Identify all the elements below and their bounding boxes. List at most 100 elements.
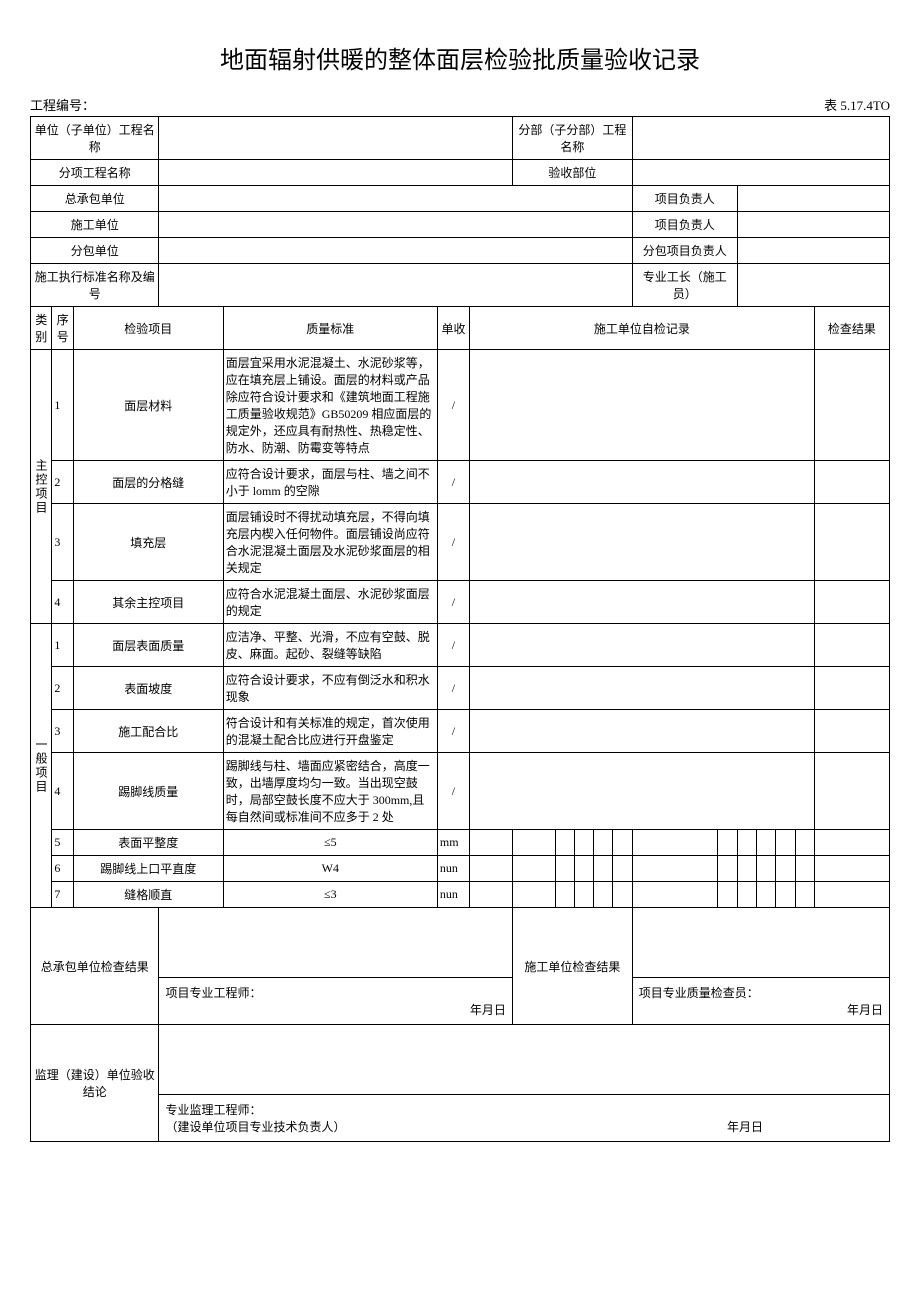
col-standard: 质量标准 <box>223 307 437 350</box>
label-construction-check: 施工单位检查结果 <box>512 908 632 1025</box>
gen-4-seq: 4 <box>52 753 73 830</box>
gen-7-c7 <box>632 882 718 908</box>
main-4-standard: 应符合水泥混凝土面层、水泥砂浆面层的规定 <box>223 581 437 624</box>
main-4-check <box>470 581 815 624</box>
label-unit-project: 单位（子单位）工程名称 <box>31 117 159 160</box>
gen-7-c2 <box>512 882 555 908</box>
main-row-2: 2 面层的分格缝 应符合设计要求，面层与柱、墙之间不小于 lomm 的空隙 / <box>31 461 890 504</box>
gen-2-standard: 应符合设计要求，不应有倒泛水和积水现象 <box>223 667 437 710</box>
gen-7-c4 <box>574 882 593 908</box>
row-unit-project: 单位（子单位）工程名称 分部（子分部）工程名称 <box>31 117 890 160</box>
gen-7-c9 <box>737 882 756 908</box>
main-1-result <box>814 350 889 461</box>
gen-5-seq: 5 <box>52 830 73 856</box>
gen-row-6: 6 踢脚线上口平直度 W4 nun <box>31 856 890 882</box>
gen-5-c11 <box>776 830 795 856</box>
gen-3-check <box>470 710 815 753</box>
gen-7-c11 <box>776 882 795 908</box>
main-1-item: 面层材料 <box>73 350 223 461</box>
gen-7-c1 <box>470 882 513 908</box>
sig-row-1: 总承包单位检查结果 施工单位检查结果 <box>31 908 890 978</box>
gen-1-result <box>814 624 889 667</box>
header-meta-row: 工程编号： 表 5.17.4TO <box>30 95 890 114</box>
row-standard: 施工执行标准名称及编号 专业工长（施工员） <box>31 264 890 307</box>
owner-tech-leader: （建设单位项目专业技术负责人） <box>165 1118 345 1135</box>
sig-row-4: 专业监理工程师： （建设单位项目专业技术负责人） 年月日 <box>31 1095 890 1142</box>
gen-5-result <box>814 830 889 856</box>
gen-4-unit: / <box>437 753 469 830</box>
main-1-unit: / <box>437 350 469 461</box>
value-pl2 <box>737 212 889 238</box>
col-category: 类别 <box>31 307 52 350</box>
gen-6-c2 <box>512 856 555 882</box>
gen-6-c10 <box>756 856 775 882</box>
gen-4-standard: 踢脚线与柱、墙面应紧密结合，高度一致，出墙厚度均匀一致。当出现空鼓时，局部空鼓长… <box>223 753 437 830</box>
gen-6-c8 <box>718 856 737 882</box>
row-general-contractor: 总承包单位 项目负责人 <box>31 186 890 212</box>
label-supervision: 监理（建设）单位验收结论 <box>31 1025 159 1142</box>
gen-3-item: 施工配合比 <box>73 710 223 753</box>
main-1-check <box>470 350 815 461</box>
label-contractor-check: 总承包单位检查结果 <box>31 908 159 1025</box>
col-item: 检验项目 <box>73 307 223 350</box>
value-foreman <box>737 264 889 307</box>
engineer-sig: 项目专业工程师： 年月日 <box>159 978 512 1025</box>
col-result: 检查结果 <box>814 307 889 350</box>
value-pl1 <box>737 186 889 212</box>
inspector-date: 年月日 <box>639 1001 883 1018</box>
label-pl2: 项目负责人 <box>632 212 737 238</box>
main-2-result <box>814 461 889 504</box>
main-2-item: 面层的分格缝 <box>73 461 223 504</box>
gen-3-standard: 符合设计和有关标准的规定，首次使用的混凝土配合比应进行开盘鉴定 <box>223 710 437 753</box>
gen-5-c1 <box>470 830 513 856</box>
gen-5-c12 <box>795 830 814 856</box>
gen-6-result <box>814 856 889 882</box>
main-3-seq: 3 <box>52 504 73 581</box>
row-construction-unit: 施工单位 项目负责人 <box>31 212 890 238</box>
label-sub: 分包单位 <box>31 238 159 264</box>
gen-6-c11 <box>776 856 795 882</box>
row-subitem-project: 分项工程名称 验收部位 <box>31 160 890 186</box>
label-subitem: 分项工程名称 <box>31 160 159 186</box>
gen-2-unit: / <box>437 667 469 710</box>
row-column-headers: 类别 序号 检验项目 质量标准 单收 施工单位自检记录 检查结果 <box>31 307 890 350</box>
gen-7-c10 <box>756 882 775 908</box>
supervision-space <box>159 1025 890 1095</box>
gen-6-item: 踢脚线上口平直度 <box>73 856 223 882</box>
value-sub-leader <box>737 238 889 264</box>
value-gc <box>159 186 632 212</box>
main-1-standard: 面层宜采用水泥混凝土、水泥砂浆等，应在填充层上铺设。面层的材料或产品除应符合设计… <box>223 350 437 461</box>
contractor-check-space <box>159 908 512 978</box>
supervision-engineer-label: 专业监理工程师： <box>165 1101 883 1118</box>
document-page: 地面辐射供暖的整体面层检验批质量验收记录 工程编号： 表 5.17.4TO <box>30 40 890 1142</box>
gen-2-check <box>470 667 815 710</box>
gen-2-result <box>814 667 889 710</box>
gen-4-result <box>814 753 889 830</box>
main-3-item: 填充层 <box>73 504 223 581</box>
gen-1-unit: / <box>437 624 469 667</box>
category-main: 主控项目 <box>31 350 52 624</box>
gen-5-standard: ≤5 <box>223 830 437 856</box>
main-1-seq: 1 <box>52 350 73 461</box>
gen-6-c9 <box>737 856 756 882</box>
gen-5-c6 <box>613 830 632 856</box>
gen-6-c3 <box>555 856 574 882</box>
gen-3-seq: 3 <box>52 710 73 753</box>
gen-2-seq: 2 <box>52 667 73 710</box>
label-sub-leader: 分包项目负责人 <box>632 238 737 264</box>
gen-6-c5 <box>594 856 613 882</box>
gen-5-c5 <box>594 830 613 856</box>
gen-row-4: 4 踢脚线质量 踢脚线与柱、墙面应紧密结合，高度一致，出墙厚度均匀一致。当出现空… <box>31 753 890 830</box>
label-cu: 施工单位 <box>31 212 159 238</box>
engineer-label: 项目专业工程师： <box>165 984 505 1001</box>
main-3-unit: / <box>437 504 469 581</box>
main-table: 单位（子单位）工程名称 分部（子分部）工程名称 分项工程名称 验收部位 总承包单… <box>30 116 890 1142</box>
document-title: 地面辐射供暖的整体面层检验批质量验收记录 <box>30 40 890 75</box>
gen-6-c6 <box>613 856 632 882</box>
gen-5-c7 <box>632 830 718 856</box>
gen-5-c10 <box>756 830 775 856</box>
gen-7-c12 <box>795 882 814 908</box>
gen-6-c4 <box>574 856 593 882</box>
label-pl1: 项目负责人 <box>632 186 737 212</box>
gen-5-c4 <box>574 830 593 856</box>
